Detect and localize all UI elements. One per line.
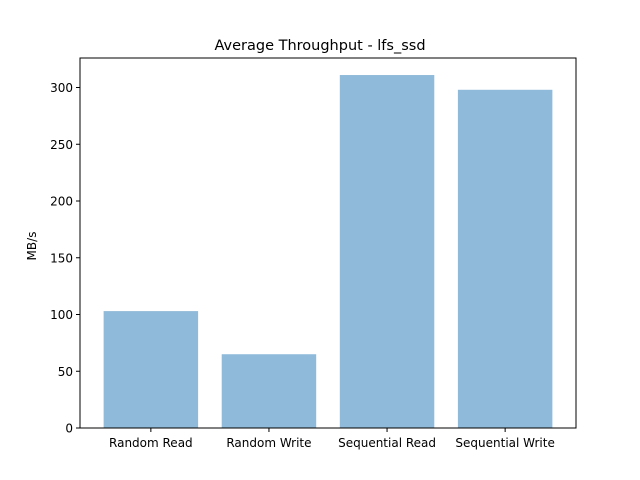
y-tick-label: 100 <box>50 308 73 322</box>
bar-sequential-write <box>457 89 553 428</box>
y-tick-label: 50 <box>58 365 73 379</box>
y-tick-label: 150 <box>50 251 73 265</box>
x-tick-label: Random Read <box>109 436 193 450</box>
bar-random-read <box>103 311 199 428</box>
plot-frame <box>79 57 577 429</box>
bar-random-write <box>221 354 317 428</box>
x-tick-label: Sequential Write <box>455 436 554 450</box>
y-axis-label: MB/s <box>25 232 39 261</box>
y-ticks-group: 0 50 100 150 200 250 300 <box>50 81 80 436</box>
bars-group <box>103 75 553 428</box>
bar-sequential-read <box>339 75 435 428</box>
y-tick-label: 200 <box>50 195 73 209</box>
y-tick-label: 0 <box>65 422 73 436</box>
chart-title: Average Throughput - lfs_ssd <box>214 38 425 54</box>
y-tick-label: 300 <box>50 81 73 95</box>
x-ticks-group: Random Read Random Write Sequential Read Se… <box>109 428 555 450</box>
x-tick-label: Sequential Read <box>338 436 436 450</box>
x-tick-label: Random Write <box>226 436 311 450</box>
y-tick-label: 250 <box>50 138 73 152</box>
